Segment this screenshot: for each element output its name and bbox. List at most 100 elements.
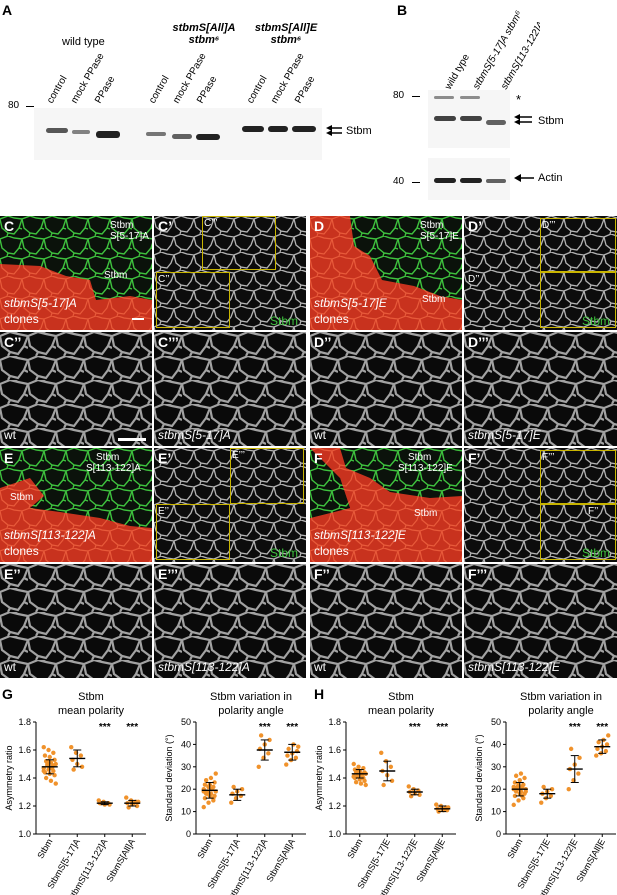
micrograph-fp: F’ F’’’ F’’ Stbm xyxy=(464,448,617,562)
marker-tick xyxy=(26,106,34,107)
genotype-label: stbmS[113-122]E xyxy=(468,660,560,674)
data-point xyxy=(417,792,422,797)
data-point xyxy=(512,793,518,799)
x-tick-label: StbmS[All]E xyxy=(574,837,607,884)
panel-letter: D xyxy=(314,218,325,234)
chart-title: polarity angle xyxy=(528,705,593,717)
marker-80-b: 80 xyxy=(393,90,405,101)
clone-name: stbmS[5-17]E xyxy=(314,296,387,310)
micrograph-cpp: C’’ wt xyxy=(0,332,152,446)
data-point xyxy=(202,782,208,787)
panel-letter-a: A xyxy=(2,2,13,18)
panel-letter: E’’ xyxy=(4,566,21,582)
blot-band xyxy=(434,96,454,99)
panel-letter-g: G xyxy=(2,686,13,702)
data-point xyxy=(523,789,528,794)
clone-name: stbmS[113-122]A xyxy=(4,528,96,542)
x-tick-label: StbmS[All]A xyxy=(104,837,137,884)
data-point xyxy=(256,764,261,769)
blot-image-a xyxy=(34,108,322,160)
data-point xyxy=(518,771,524,776)
y-axis-label: Standard deviation (°) xyxy=(164,734,174,821)
y-tick-label: 1.2 xyxy=(18,801,31,811)
y-tick-label: 20 xyxy=(491,784,501,794)
data-point xyxy=(549,787,555,792)
significance-label: *** xyxy=(259,722,271,733)
micrograph-cp: C’ C’’’ C’’ Stbm xyxy=(154,216,306,330)
blot-band xyxy=(460,116,482,121)
data-point xyxy=(69,745,74,750)
clone-word: clones xyxy=(314,544,349,558)
data-point xyxy=(516,798,521,803)
data-point xyxy=(356,764,361,769)
data-point xyxy=(522,775,527,781)
lane-label: control xyxy=(147,74,172,105)
y-tick-label: 10 xyxy=(181,807,191,817)
inset-label: E’’ xyxy=(158,506,169,517)
y-tick-label: 0 xyxy=(496,829,501,839)
genotype-label: wt xyxy=(4,428,16,442)
blot-band xyxy=(292,126,316,132)
data-point xyxy=(517,778,522,783)
marker-40-b: 40 xyxy=(393,176,405,187)
y-tick-label: 50 xyxy=(181,717,191,727)
significance-label: *** xyxy=(286,722,298,733)
panel-letter: E xyxy=(4,450,14,466)
data-point xyxy=(203,778,209,783)
x-tick-label: Stbm xyxy=(505,837,524,860)
y-tick-label: 20 xyxy=(181,784,191,794)
group-label-alla-line1: stbmS[All]A xyxy=(172,22,236,34)
micrograph-c: C Stbm S[5-17]A Stbm stbmS[5-17]A clones xyxy=(0,216,152,330)
chart-title: Stbm variation in xyxy=(210,691,292,703)
channel-label: Stbm xyxy=(270,314,299,328)
charts-svg: Stbm mean polarity 1.0 1.2 1.4 1.6 1.8 Asymmetr… xyxy=(4,691,616,895)
y-axis-label: Standard deviation (°) xyxy=(474,734,484,821)
data-point xyxy=(201,804,206,810)
micrograph-dp: D’ D’’’ D’’ Stbm xyxy=(464,216,617,330)
data-point xyxy=(406,784,411,789)
x-tick-label: StbmS[All]E xyxy=(414,837,447,884)
data-point xyxy=(381,782,386,788)
y-axis-label: Asymmetry ratio xyxy=(314,745,324,810)
micrograph-dppp: D’’’ stbmS[5-17]E xyxy=(464,332,617,446)
y-tick-label: 50 xyxy=(491,717,501,727)
band-label-b: Stbm xyxy=(538,115,564,127)
lane-label: control xyxy=(45,74,70,105)
green-label-line2: S[5-17]E xyxy=(420,231,459,242)
data-point xyxy=(351,774,356,779)
clone-word: clones xyxy=(4,312,39,326)
data-point xyxy=(51,750,56,755)
data-point xyxy=(541,784,546,790)
blot-band xyxy=(434,116,456,121)
clone-word: clones xyxy=(314,312,349,326)
red-label: Stbm xyxy=(104,270,128,281)
data-point xyxy=(358,781,364,786)
panel-letter-b: B xyxy=(397,2,408,18)
blot-band xyxy=(486,120,506,125)
y-tick-label: 30 xyxy=(491,762,501,772)
genotype-label: wt xyxy=(314,660,326,674)
chart-title: Stbm xyxy=(388,691,414,703)
significance-label: *** xyxy=(569,722,581,733)
scale-bar xyxy=(118,438,146,441)
data-point xyxy=(212,780,217,785)
clone-name: stbmS[113-122]E xyxy=(314,528,406,542)
inset-box xyxy=(540,504,616,560)
data-point xyxy=(41,745,46,750)
data-point xyxy=(48,778,54,783)
data-point xyxy=(258,733,264,738)
y-tick-label: 1.6 xyxy=(18,745,31,755)
micrograph-f: F Stbm S[113-122]E Stbm stbmS[113-122]E c… xyxy=(310,448,462,562)
blot-band xyxy=(486,179,506,183)
data-point xyxy=(604,742,610,747)
inset-box xyxy=(540,272,616,328)
significance-label: *** xyxy=(596,722,608,733)
data-point xyxy=(286,746,291,752)
inset-label: F’’ xyxy=(588,506,599,517)
micrograph-ep: E’ E’’’ E’’ Stbm xyxy=(154,448,306,562)
data-point xyxy=(78,753,84,758)
chart-title: Stbm variation in xyxy=(520,691,602,703)
data-point xyxy=(513,773,519,778)
green-label-line2: S[113-122]A xyxy=(86,463,141,474)
data-point xyxy=(594,753,599,758)
